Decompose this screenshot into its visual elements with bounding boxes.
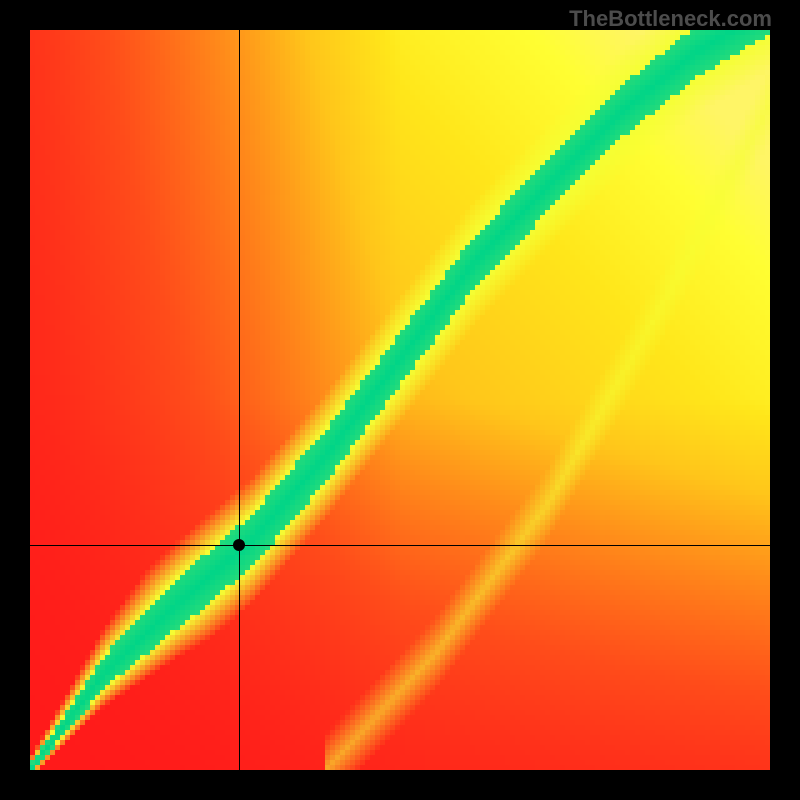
heatmap-plot: [30, 30, 770, 770]
watermark-text: TheBottleneck.com: [569, 6, 772, 32]
chart-container: TheBottleneck.com: [0, 0, 800, 800]
heatmap-canvas: [30, 30, 770, 770]
crosshair-vertical: [239, 30, 240, 770]
crosshair-horizontal: [30, 545, 770, 546]
crosshair-marker: [233, 539, 245, 551]
